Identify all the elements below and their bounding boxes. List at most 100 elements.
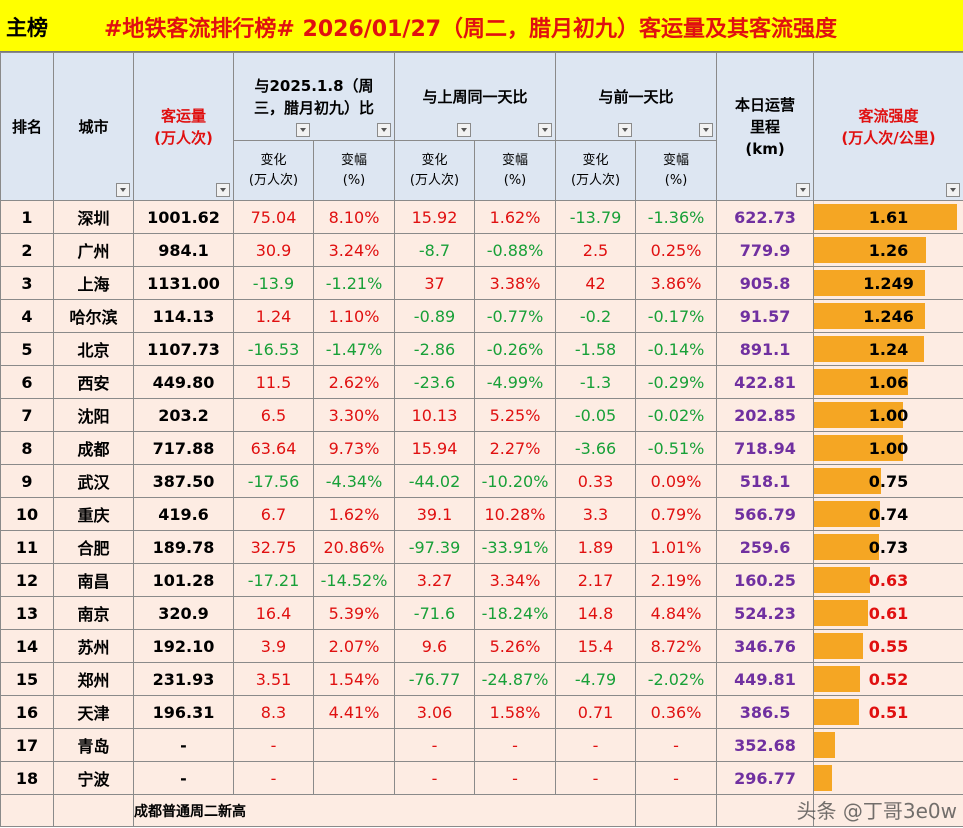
table-row: 7 沈阳 203.2 6.5 3.30% 10.13 5.25% -0.05 -0.02% 202… (0, 398, 963, 432)
intensity-bar (814, 567, 870, 593)
prevday-change-cell: 14.8 (555, 596, 637, 630)
intensity-bar (814, 534, 879, 560)
lastyear-change-cell: 63.64 (233, 431, 314, 465)
intensity-value: 1.61 (868, 207, 909, 227)
mileage-cell: 449.81 (716, 662, 815, 696)
col-vs-lastweek[interactable]: 与上周同一天比 (393, 52, 557, 141)
lastweek-change-cell: -97.39 (394, 530, 475, 564)
lastyear-pct-cell: 1.62% (313, 497, 395, 531)
city-cell: 沈阳 (53, 398, 134, 432)
prevday-pct-cell: 0.36% (635, 695, 718, 729)
city-cell: 北京 (53, 332, 134, 366)
lastweek-pct-cell: 3.38% (473, 266, 557, 300)
rank-cell: 2 (0, 233, 54, 267)
lastyear-change-cell: 30.9 (233, 233, 314, 267)
intensity-bar (814, 270, 925, 296)
lastweek-pct-cell: 5.26% (473, 629, 557, 663)
lastweek-change-cell: - (394, 728, 475, 762)
filter-dropdown-icon[interactable] (296, 123, 310, 137)
intensity-bar (814, 237, 926, 263)
lastyear-pct-cell: 2.62% (313, 365, 395, 399)
rank-cell: 3 (0, 266, 54, 300)
city-cell: 南京 (53, 596, 134, 630)
col-intensity[interactable]: 客流强度 (万人次/公里) (813, 52, 963, 201)
passengers-cell: 449.80 (133, 365, 234, 399)
prevday-pct-cell: -1.36% (635, 200, 718, 234)
lastyear-change-cell: 1.24 (233, 299, 314, 333)
lastweek-pct-cell: 2.27% (473, 431, 557, 465)
intensity-value: 1.249 (863, 273, 914, 293)
passengers-cell: 387.50 (133, 464, 234, 498)
lastweek-change-cell: 3.27 (394, 563, 475, 597)
lastweek-change-cell: -8.7 (394, 233, 475, 267)
intensity-bar (814, 633, 863, 659)
filter-dropdown-icon[interactable] (946, 183, 961, 197)
intensity-cell (813, 761, 963, 795)
lastyear-pct-cell: 1.54% (313, 662, 395, 696)
intensity-bar (814, 501, 880, 527)
lastweek-pct-cell: -24.87% (473, 662, 557, 696)
rank-cell: 8 (0, 431, 54, 465)
prevday-change-cell: 2.5 (555, 233, 637, 267)
filter-dropdown-icon[interactable] (796, 183, 811, 197)
prevday-change-cell: -13.79 (555, 200, 637, 234)
lastyear-change-cell: 3.51 (233, 662, 314, 696)
table-row: 9 武汉 387.50 -17.56 -4.34% -44.02 -10.20% 0.33 0.… (0, 464, 963, 498)
prevday-change-cell: 0.71 (555, 695, 637, 729)
col-vs-lastyear-label: 与2025.1.8（周三，腊月初九）比 (253, 76, 374, 117)
filter-dropdown-icon[interactable] (377, 123, 391, 137)
mileage-cell: 160.25 (716, 563, 815, 597)
col-change: 变化 (万人次) (394, 140, 475, 201)
intensity-value: 1.00 (868, 405, 909, 425)
prevday-pct-cell: 0.09% (635, 464, 718, 498)
mileage-cell: 422.81 (716, 365, 815, 399)
mileage-cell: 346.76 (716, 629, 815, 663)
lastyear-pct-cell: 2.07% (313, 629, 395, 663)
table-row: 12 南昌 101.28 -17.21 -14.52% 3.27 3.34% 2.17 2.19… (0, 563, 963, 597)
lastyear-change-cell: 6.5 (233, 398, 314, 432)
col-passengers[interactable]: 客运量 (万人次) (133, 52, 234, 201)
filter-dropdown-icon[interactable] (216, 183, 230, 197)
lastweek-pct-cell: - (473, 761, 557, 795)
filter-dropdown-icon[interactable] (618, 123, 633, 137)
city-cell: 深圳 (53, 200, 134, 234)
prevday-change-cell: -0.2 (555, 299, 637, 333)
intensity-cell: 1.61 (813, 200, 963, 234)
col-mileage[interactable]: 本日运营 里程 (km) (716, 52, 815, 201)
mileage-cell: 566.79 (716, 497, 815, 531)
rank-cell: 16 (0, 695, 54, 729)
col-vs-lastyear[interactable]: 与2025.1.8（周三，腊月初九）比 (233, 52, 395, 141)
intensity-bar (814, 402, 903, 428)
city-cell: 成都 (53, 431, 134, 465)
city-cell: 天津 (53, 695, 134, 729)
intensity-value: 1.246 (863, 306, 914, 326)
col-pct: 变幅 (%) (635, 140, 718, 201)
mileage-cell: 524.23 (716, 596, 815, 630)
lastyear-pct-cell: 1.10% (313, 299, 395, 333)
prevday-change-cell: -0.05 (555, 398, 637, 432)
lastweek-pct-cell: -33.91% (473, 530, 557, 564)
filter-dropdown-icon[interactable] (699, 123, 714, 137)
passengers-cell: 231.93 (133, 662, 234, 696)
table-row: 1 深圳 1001.62 75.04 8.10% 15.92 1.62% -13.79 -1.3… (0, 200, 963, 234)
filter-dropdown-icon[interactable] (538, 123, 553, 137)
filter-dropdown-icon[interactable] (116, 183, 130, 197)
col-vs-lastweek-label: 与上周同一天比 (422, 88, 528, 106)
lastweek-change-cell: 9.6 (394, 629, 475, 663)
filter-dropdown-icon[interactable] (457, 123, 472, 137)
prevday-pct-cell: -0.51% (635, 431, 718, 465)
col-city[interactable]: 城市 (53, 52, 134, 201)
rank-cell: 1 (0, 200, 54, 234)
city-cell: 哈尔滨 (53, 299, 134, 333)
city-cell: 上海 (53, 266, 134, 300)
lastweek-pct-cell: 10.28% (473, 497, 557, 531)
mileage-cell: 91.57 (716, 299, 815, 333)
intensity-cell: 0.55 (813, 629, 963, 663)
col-vs-prevday[interactable]: 与前一天比 (555, 52, 718, 141)
intensity-value: 0.55 (868, 636, 909, 656)
lastyear-change-cell: - (233, 728, 314, 762)
prevday-change-cell: - (555, 728, 637, 762)
intensity-value: 0.75 (868, 471, 909, 491)
note-spacer (53, 794, 134, 827)
mileage-cell: 779.9 (716, 233, 815, 267)
